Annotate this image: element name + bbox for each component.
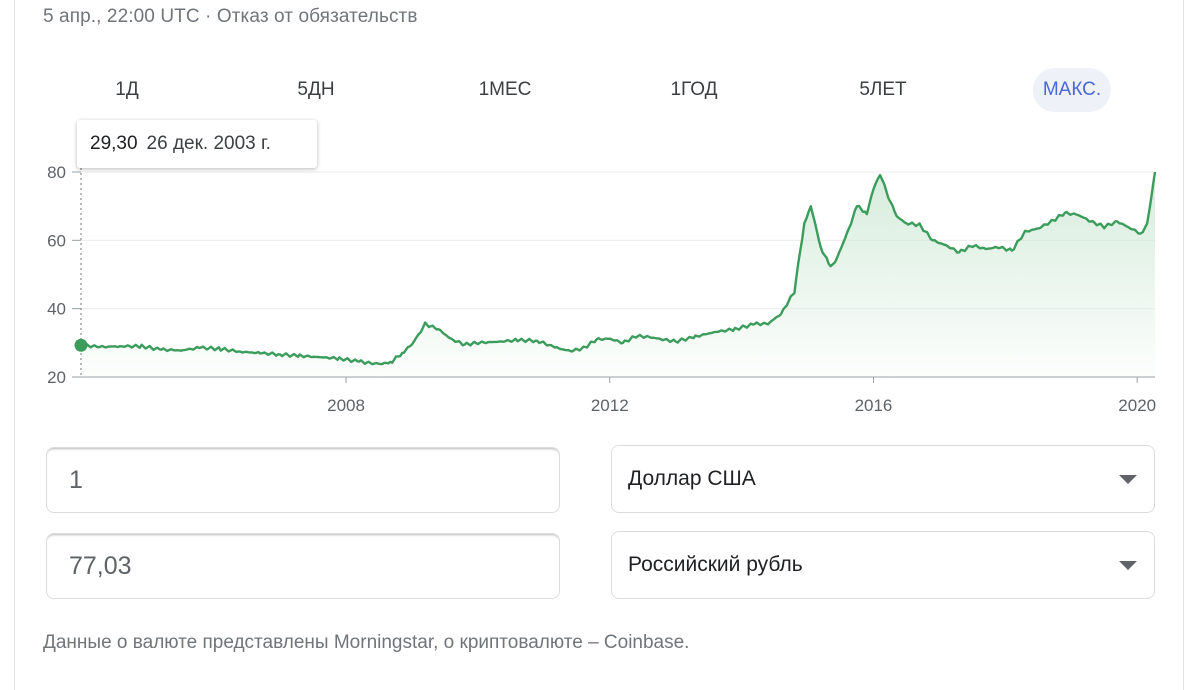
amount-to-input[interactable]: 77,03 [46, 533, 560, 599]
x-tick-label: 2020 [1118, 396, 1156, 415]
y-tick-label: 40 [47, 300, 66, 319]
x-tick-label: 2008 [327, 396, 365, 415]
currency-card [14, 0, 1184, 690]
currency-from-select[interactable]: Доллар США [611, 445, 1155, 513]
series-line [80, 171, 1157, 366]
y-tick-label: 20 [47, 368, 66, 387]
tooltip-value: 29,30 [90, 133, 138, 154]
amount-to-value: 77,03 [69, 552, 132, 580]
dropdown-caret-icon [1119, 475, 1137, 484]
x-tick-label: 2012 [591, 396, 629, 415]
timestamp-disclaimer: 5 апр., 22:00 UTC · Отказ от обязательст… [43, 6, 418, 27]
range-tabs: 1Д 5ДН 1МЕС 1ГОД 5ЛЕТ МАКС. [80, 68, 1160, 112]
tab-1y[interactable]: 1ГОД [670, 79, 718, 100]
exchange-rate-chart[interactable]: 80 60 40 20 2008 2012 2016 2020 [0, 0, 1200, 430]
amount-from-input[interactable]: 1 [46, 447, 560, 513]
tab-1d[interactable]: 1Д [115, 79, 139, 100]
currency-to-value: Российский рубль [628, 553, 803, 576]
data-source-note: Данные о валюте представлены Morningstar… [43, 632, 690, 653]
amount-from-value: 1 [69, 466, 83, 494]
tab-1m[interactable]: 1МЕС [478, 79, 532, 100]
tab-max[interactable]: МАКС. [1032, 68, 1112, 112]
tab-5d[interactable]: 5ДН [297, 79, 335, 100]
currency-to-select[interactable]: Российский рубль [611, 531, 1155, 599]
x-tick-label: 2016 [855, 396, 893, 415]
chart-tooltip: 29,30 26 дек. 2003 г. [77, 120, 317, 168]
series-area [81, 172, 1155, 377]
hover-point [74, 338, 88, 352]
y-tick-label: 60 [47, 231, 66, 250]
currency-from-value: Доллар США [628, 467, 756, 490]
y-tick-label: 80 [47, 163, 66, 182]
tab-5y[interactable]: 5ЛЕТ [859, 79, 907, 100]
tooltip-date: 26 дек. 2003 г. [146, 133, 271, 154]
dropdown-caret-icon [1119, 561, 1137, 570]
